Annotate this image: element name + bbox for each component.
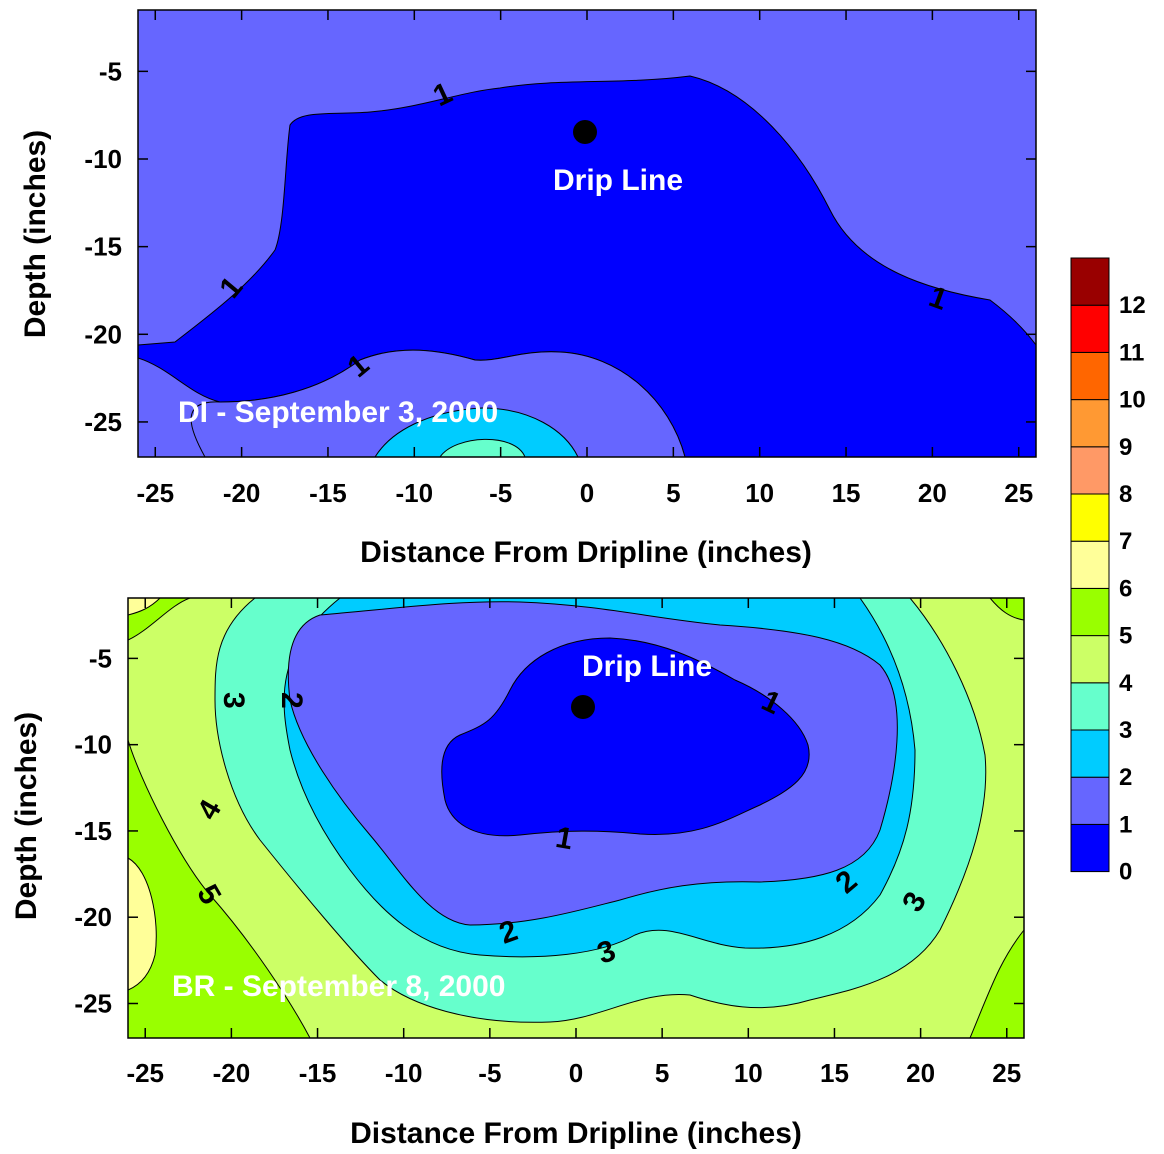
bottom-x-axis-label: Distance From Dripline (inches): [350, 1117, 802, 1150]
bottom-x-tick-label: -25: [126, 1058, 164, 1088]
colorbar-label: 2: [1119, 764, 1132, 791]
bottom-y-tick-label: -25: [74, 988, 112, 1018]
bottom-y-tick-label: -5: [89, 643, 112, 673]
colorbar-swatch: [1070, 729, 1110, 778]
colorbar-swatch: [1070, 257, 1110, 306]
top-x-axis-label: Distance From Dripline (inches): [360, 536, 812, 569]
bottom-y-ticks: -5 -10 -15 -20 -25: [74, 643, 1024, 1018]
colorbar-label: 7: [1119, 528, 1132, 555]
bottom-x-tick-label: -10: [385, 1058, 423, 1088]
top-panel: -25 -20 -15 -10 -5 0 5 10 15 20 25 -5-10-15-20-25 …: [19, 9, 1037, 569]
colorbar-label: 11: [1119, 339, 1144, 366]
top-x-ticks: -25 -20 -15 -10 -5 0 5 10 15 20 25: [136, 10, 1033, 508]
bottom-contour-label-1: 1: [553, 821, 575, 856]
colorbar-label: 6: [1119, 575, 1132, 602]
bottom-y-tick-label: -15: [74, 816, 112, 846]
top-region-3-4: [439, 438, 526, 457]
top-y-tick-label: -5: [99, 56, 122, 86]
top-y-axis-label: Depth (inches): [19, 130, 52, 338]
colorbar-swatch: [1070, 446, 1110, 495]
bottom-drip-line-marker: [571, 695, 595, 719]
bottom-y-tick-label: -10: [74, 730, 112, 760]
top-y-ticks: -5 -10 -15 -20 -25: [84, 56, 1036, 437]
top-x-tick-label: -5: [489, 478, 512, 508]
bottom-drip-line-label: Drip Line: [582, 650, 712, 683]
bottom-x-tick-label: 25: [992, 1058, 1021, 1088]
bottom-contour-label-2: 2: [275, 692, 308, 709]
top-x-tick-label: 20: [918, 478, 947, 508]
top-panel-title: DI - September 3, 2000: [178, 396, 498, 429]
top-contour-fills: [138, 10, 1036, 457]
bottom-x-tick-label: 10: [734, 1058, 763, 1088]
bottom-panel: -25 -20 -15 -10 -5 0 5 10 15 20 25 -5-10-15-20-25 …: [10, 597, 1025, 1150]
bottom-x-tick-label: 5: [655, 1058, 669, 1088]
bottom-x-tick-label: -5: [478, 1058, 501, 1088]
colorbar-swatch: [1070, 493, 1110, 542]
bottom-x-ticks: -25 -20 -15 -10 -5 0 5 10 15 20 25: [126, 598, 1021, 1088]
colorbar-label: 12: [1119, 292, 1146, 319]
top-x-tick-label: -20: [223, 478, 261, 508]
top-x-tick-label: -15: [309, 478, 347, 508]
top-x-tick-label: 10: [745, 478, 774, 508]
top-drip-line-marker: [573, 120, 597, 144]
colorbar-label: 4: [1119, 670, 1133, 697]
colorbar-label: 8: [1119, 481, 1132, 508]
top-drip-line-label: Drip Line: [553, 164, 683, 197]
colorbar-swatch: [1070, 351, 1110, 401]
top-x-tick-label: -25: [136, 478, 174, 508]
colorbar-label: 9: [1119, 434, 1132, 461]
colorbar-swatch: [1070, 587, 1110, 637]
colorbar-swatch: [1070, 635, 1110, 684]
top-region-1-2-lower: [190, 349, 686, 457]
colorbar-swatch: [1070, 823, 1110, 873]
top-y-tick-label: -25: [84, 407, 122, 437]
colorbar-label: 3: [1119, 717, 1132, 744]
top-region-2-3: [374, 407, 579, 457]
top-y-tick-label: -10: [84, 144, 122, 174]
colorbar-swatch: [1070, 682, 1110, 731]
top-x-tick-label: 15: [832, 478, 861, 508]
top-x-tick-label: 0: [580, 478, 594, 508]
bottom-x-tick-label: -15: [299, 1058, 337, 1088]
colorbar-label: 10: [1119, 387, 1146, 414]
colorbar-swatch: [1070, 304, 1110, 353]
colorbar-label: 5: [1119, 623, 1132, 650]
top-y-tick-label: -15: [84, 232, 122, 262]
bottom-region-0-1: [441, 637, 810, 837]
bottom-panel-title: BR - September 8, 2000: [172, 970, 505, 1003]
top-x-tick-label: 25: [1004, 478, 1033, 508]
bottom-y-axis-label: Depth (inches): [10, 712, 43, 920]
bottom-region-6-7-left: [128, 857, 157, 991]
bottom-x-tick-label: 15: [820, 1058, 849, 1088]
colorbar-swatch: [1070, 776, 1110, 825]
colorbar-swatch: [1070, 399, 1110, 448]
top-x-tick-label: -10: [396, 478, 434, 508]
bottom-x-tick-label: 20: [906, 1058, 935, 1088]
colorbar-label: 1: [1119, 811, 1132, 838]
bottom-contour-label-3: 3: [217, 692, 250, 709]
bottom-y-tick-label: -20: [74, 902, 112, 932]
bottom-x-tick-label: 0: [569, 1058, 583, 1088]
top-x-tick-label: 5: [666, 478, 680, 508]
top-y-tick-label: -20: [84, 319, 122, 349]
colorbar-swatch: [1070, 540, 1110, 589]
bottom-x-tick-label: -20: [213, 1058, 251, 1088]
colorbar-label: 0: [1119, 859, 1132, 886]
bottom-contour-fills: [128, 598, 1024, 1038]
